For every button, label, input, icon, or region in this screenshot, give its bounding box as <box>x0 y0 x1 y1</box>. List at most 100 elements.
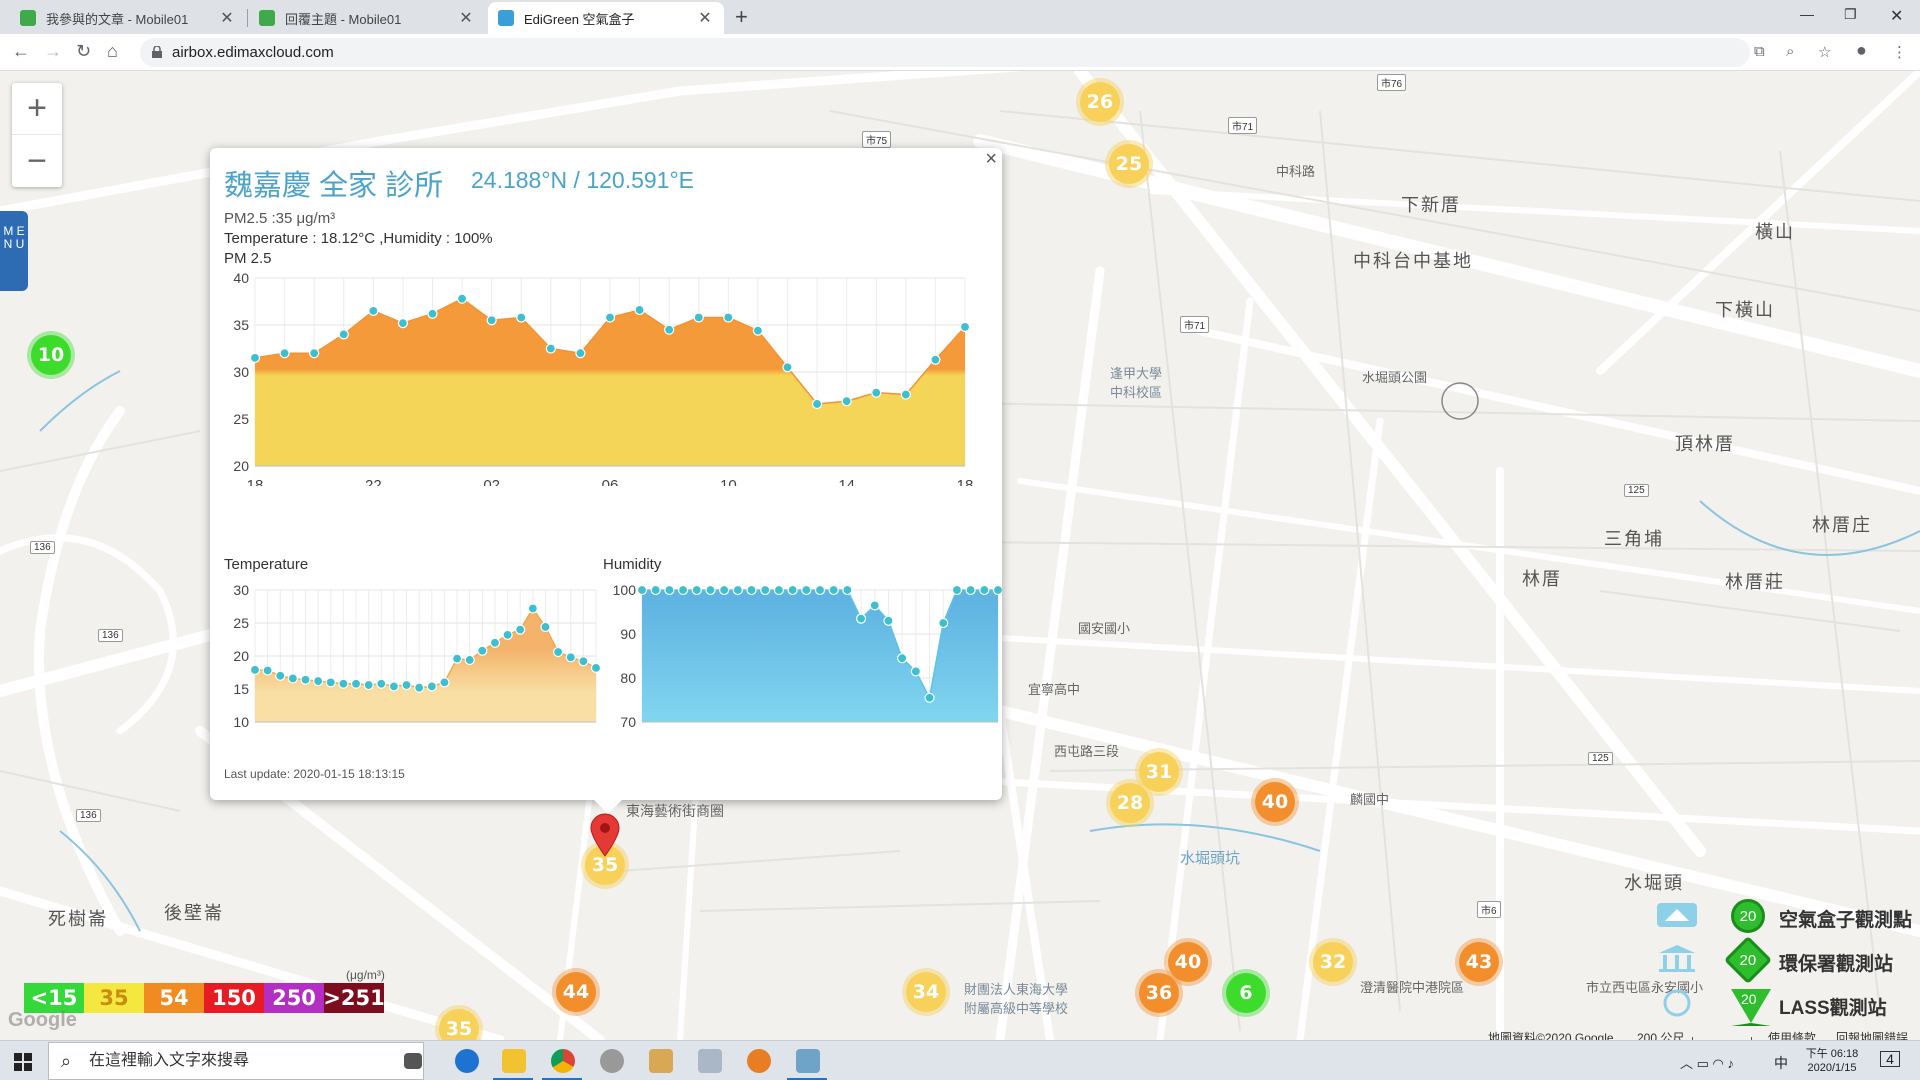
map-canvas[interactable]: 下新厝 中科台中基地 下橫山 橫山 頂林厝 三角埔 林厝 林厝莊 林厝庄 水堀頭… <box>0 71 1920 1040</box>
zoom-out-button[interactable]: − <box>27 141 47 180</box>
lass-badge-value: 20 <box>1741 991 1757 1007</box>
map-label: 逢甲大學 中科校區 <box>1110 366 1163 400</box>
sensor-marker[interactable]: 36 <box>1139 973 1179 1013</box>
x-tick-label: 06 <box>602 477 619 486</box>
translate-icon[interactable]: ⧉ <box>1754 43 1765 60</box>
data-point <box>300 674 311 685</box>
tab-mobile01-articles[interactable]: 我參與的文章 - Mobile01 ✕ <box>10 2 246 34</box>
app-icon[interactable] <box>600 1049 624 1073</box>
sensor-marker[interactable]: 26 <box>1080 82 1120 122</box>
sensor-marker[interactable]: 25 <box>1109 144 1149 184</box>
blender-icon[interactable] <box>747 1049 771 1073</box>
data-point <box>338 678 349 689</box>
legend-level-4: 150 <box>204 983 264 1013</box>
data-point <box>828 584 839 596</box>
scale-bar <box>1692 1037 1752 1040</box>
clock-date[interactable]: 2020/1/15 <box>1807 1062 1857 1074</box>
map-scale[interactable]: 200 公尺 <box>1637 1031 1685 1040</box>
sensor-marker[interactable]: 10 <box>31 335 71 375</box>
bookmark-star-icon[interactable]: ☆ <box>1818 44 1832 61</box>
x-tick-label: 18 <box>957 477 974 486</box>
taskbar-search[interactable]: ⌕ 在這裡輸入文字來搜尋 <box>48 1042 424 1080</box>
close-tab-icon[interactable]: ✕ <box>698 10 712 27</box>
data-point <box>636 584 648 596</box>
last-update: Last update: 2020-01-15 18:13:15 <box>224 767 405 781</box>
sensor-marker[interactable]: 35 <box>439 1009 479 1040</box>
windows-start-icon[interactable] <box>14 1053 32 1071</box>
map-label: 三角埔 <box>1604 529 1664 549</box>
app-icon[interactable] <box>698 1049 722 1073</box>
data-point <box>951 584 963 596</box>
tab-label: 我參與的文章 - Mobile01 <box>46 11 189 27</box>
home-icon[interactable]: ⌂ <box>107 41 118 61</box>
chrome-icon[interactable] <box>551 1049 575 1073</box>
app-icon[interactable] <box>649 1049 673 1073</box>
map-label: 林厝 <box>1522 569 1562 589</box>
terms-link[interactable]: 使用條款 <box>1768 1031 1817 1040</box>
map-label: 頂林厝 <box>1675 434 1735 454</box>
report-error-link[interactable]: 回報地圖錯誤 <box>1836 1031 1909 1040</box>
x-tick-label: 18 <box>247 477 264 486</box>
data-point <box>368 305 379 317</box>
sensor-marker[interactable]: 40 <box>1255 782 1295 822</box>
tab-edigreen[interactable]: EdiGreen 空氣盒子 ✕ <box>488 2 724 34</box>
pm25-chart-title: PM 2.5 <box>224 250 272 267</box>
mobile01-favicon-icon <box>20 10 36 26</box>
minimize-icon[interactable]: — <box>1800 6 1814 22</box>
y-tick-label: 80 <box>620 670 636 686</box>
data-point <box>590 662 600 673</box>
humidity-chart: 70 80 90 100 <box>613 582 1002 730</box>
edge-icon[interactable] <box>455 1049 479 1073</box>
legend-level-5: 250 <box>264 983 324 1013</box>
sensor-marker[interactable]: 32 <box>1313 942 1353 982</box>
station-name: 魏嘉慶 全家 診所 <box>224 170 444 202</box>
ime-indicator[interactable]: 中 <box>1774 1055 1788 1071</box>
zoom-in-button[interactable]: + <box>12 83 62 135</box>
url-bar[interactable]: airbox.edimaxcloud.com <box>140 38 1750 67</box>
reload-icon[interactable]: ↻ <box>76 41 92 61</box>
tray-icons[interactable]: ︿ ▭ ◠ ♪ <box>1680 1056 1734 1071</box>
legend-unit: (μg/m³) <box>346 968 385 982</box>
data-point <box>723 312 734 323</box>
zoom-control: + − <box>12 83 62 187</box>
sensor-marker[interactable]: 40 <box>1168 942 1208 982</box>
sensor-marker[interactable]: 44 <box>556 972 596 1012</box>
close-tab-icon[interactable]: ✕ <box>459 10 473 27</box>
close-tab-icon[interactable]: ✕ <box>220 10 234 27</box>
new-tab-icon[interactable]: + <box>735 4 748 29</box>
more-menu-icon[interactable]: ⋮ <box>1892 44 1907 61</box>
sensor-marker[interactable]: 31 <box>1139 752 1179 792</box>
menu-button[interactable]: M E N U <box>0 211 28 291</box>
data-point <box>540 621 551 633</box>
sensor-marker[interactable]: 43 <box>1459 942 1499 982</box>
notification-icon[interactable]: 4 <box>1880 1051 1900 1067</box>
file-explorer-icon[interactable] <box>502 1049 526 1073</box>
humidity-chart-title: Humidity <box>603 556 662 573</box>
y-tick-label: 90 <box>620 626 636 642</box>
highway-shield: 125 <box>1588 752 1613 765</box>
data-point <box>897 653 908 664</box>
epa-icon <box>1659 945 1695 972</box>
close-window-icon[interactable]: ✕ <box>1890 8 1904 25</box>
data-point <box>959 321 971 332</box>
station-coordinates: 24.188°N / 120.591°E <box>471 167 695 193</box>
close-popup-button[interactable]: × <box>985 148 997 170</box>
selected-location-pin-icon[interactable] <box>590 813 620 857</box>
y-tick-label: 25 <box>233 615 249 631</box>
app-icon[interactable] <box>796 1049 820 1073</box>
data-point <box>924 692 935 703</box>
profile-icon[interactable]: ● <box>1856 40 1867 60</box>
back-icon[interactable]: ← <box>12 41 30 61</box>
forward-icon[interactable]: → <box>44 41 62 61</box>
sensor-marker[interactable]: 34 <box>906 972 946 1012</box>
clock-time[interactable]: 下午 06:18 <box>1805 1048 1859 1060</box>
map-data-credit: 地圖資料©2020 Google <box>1488 1031 1614 1040</box>
data-point <box>693 312 704 323</box>
zoom-icon[interactable]: ⌕ <box>1786 43 1795 60</box>
tab-mobile01-reply[interactable]: 回覆主題 - Mobile01 ✕ <box>249 2 485 34</box>
task-view-icon[interactable] <box>404 1053 422 1069</box>
data-point <box>787 584 798 596</box>
restore-icon[interactable]: ❐ <box>1844 6 1857 22</box>
sensor-marker[interactable]: 28 <box>1110 783 1150 823</box>
sensor-marker[interactable]: 6 <box>1226 973 1266 1013</box>
